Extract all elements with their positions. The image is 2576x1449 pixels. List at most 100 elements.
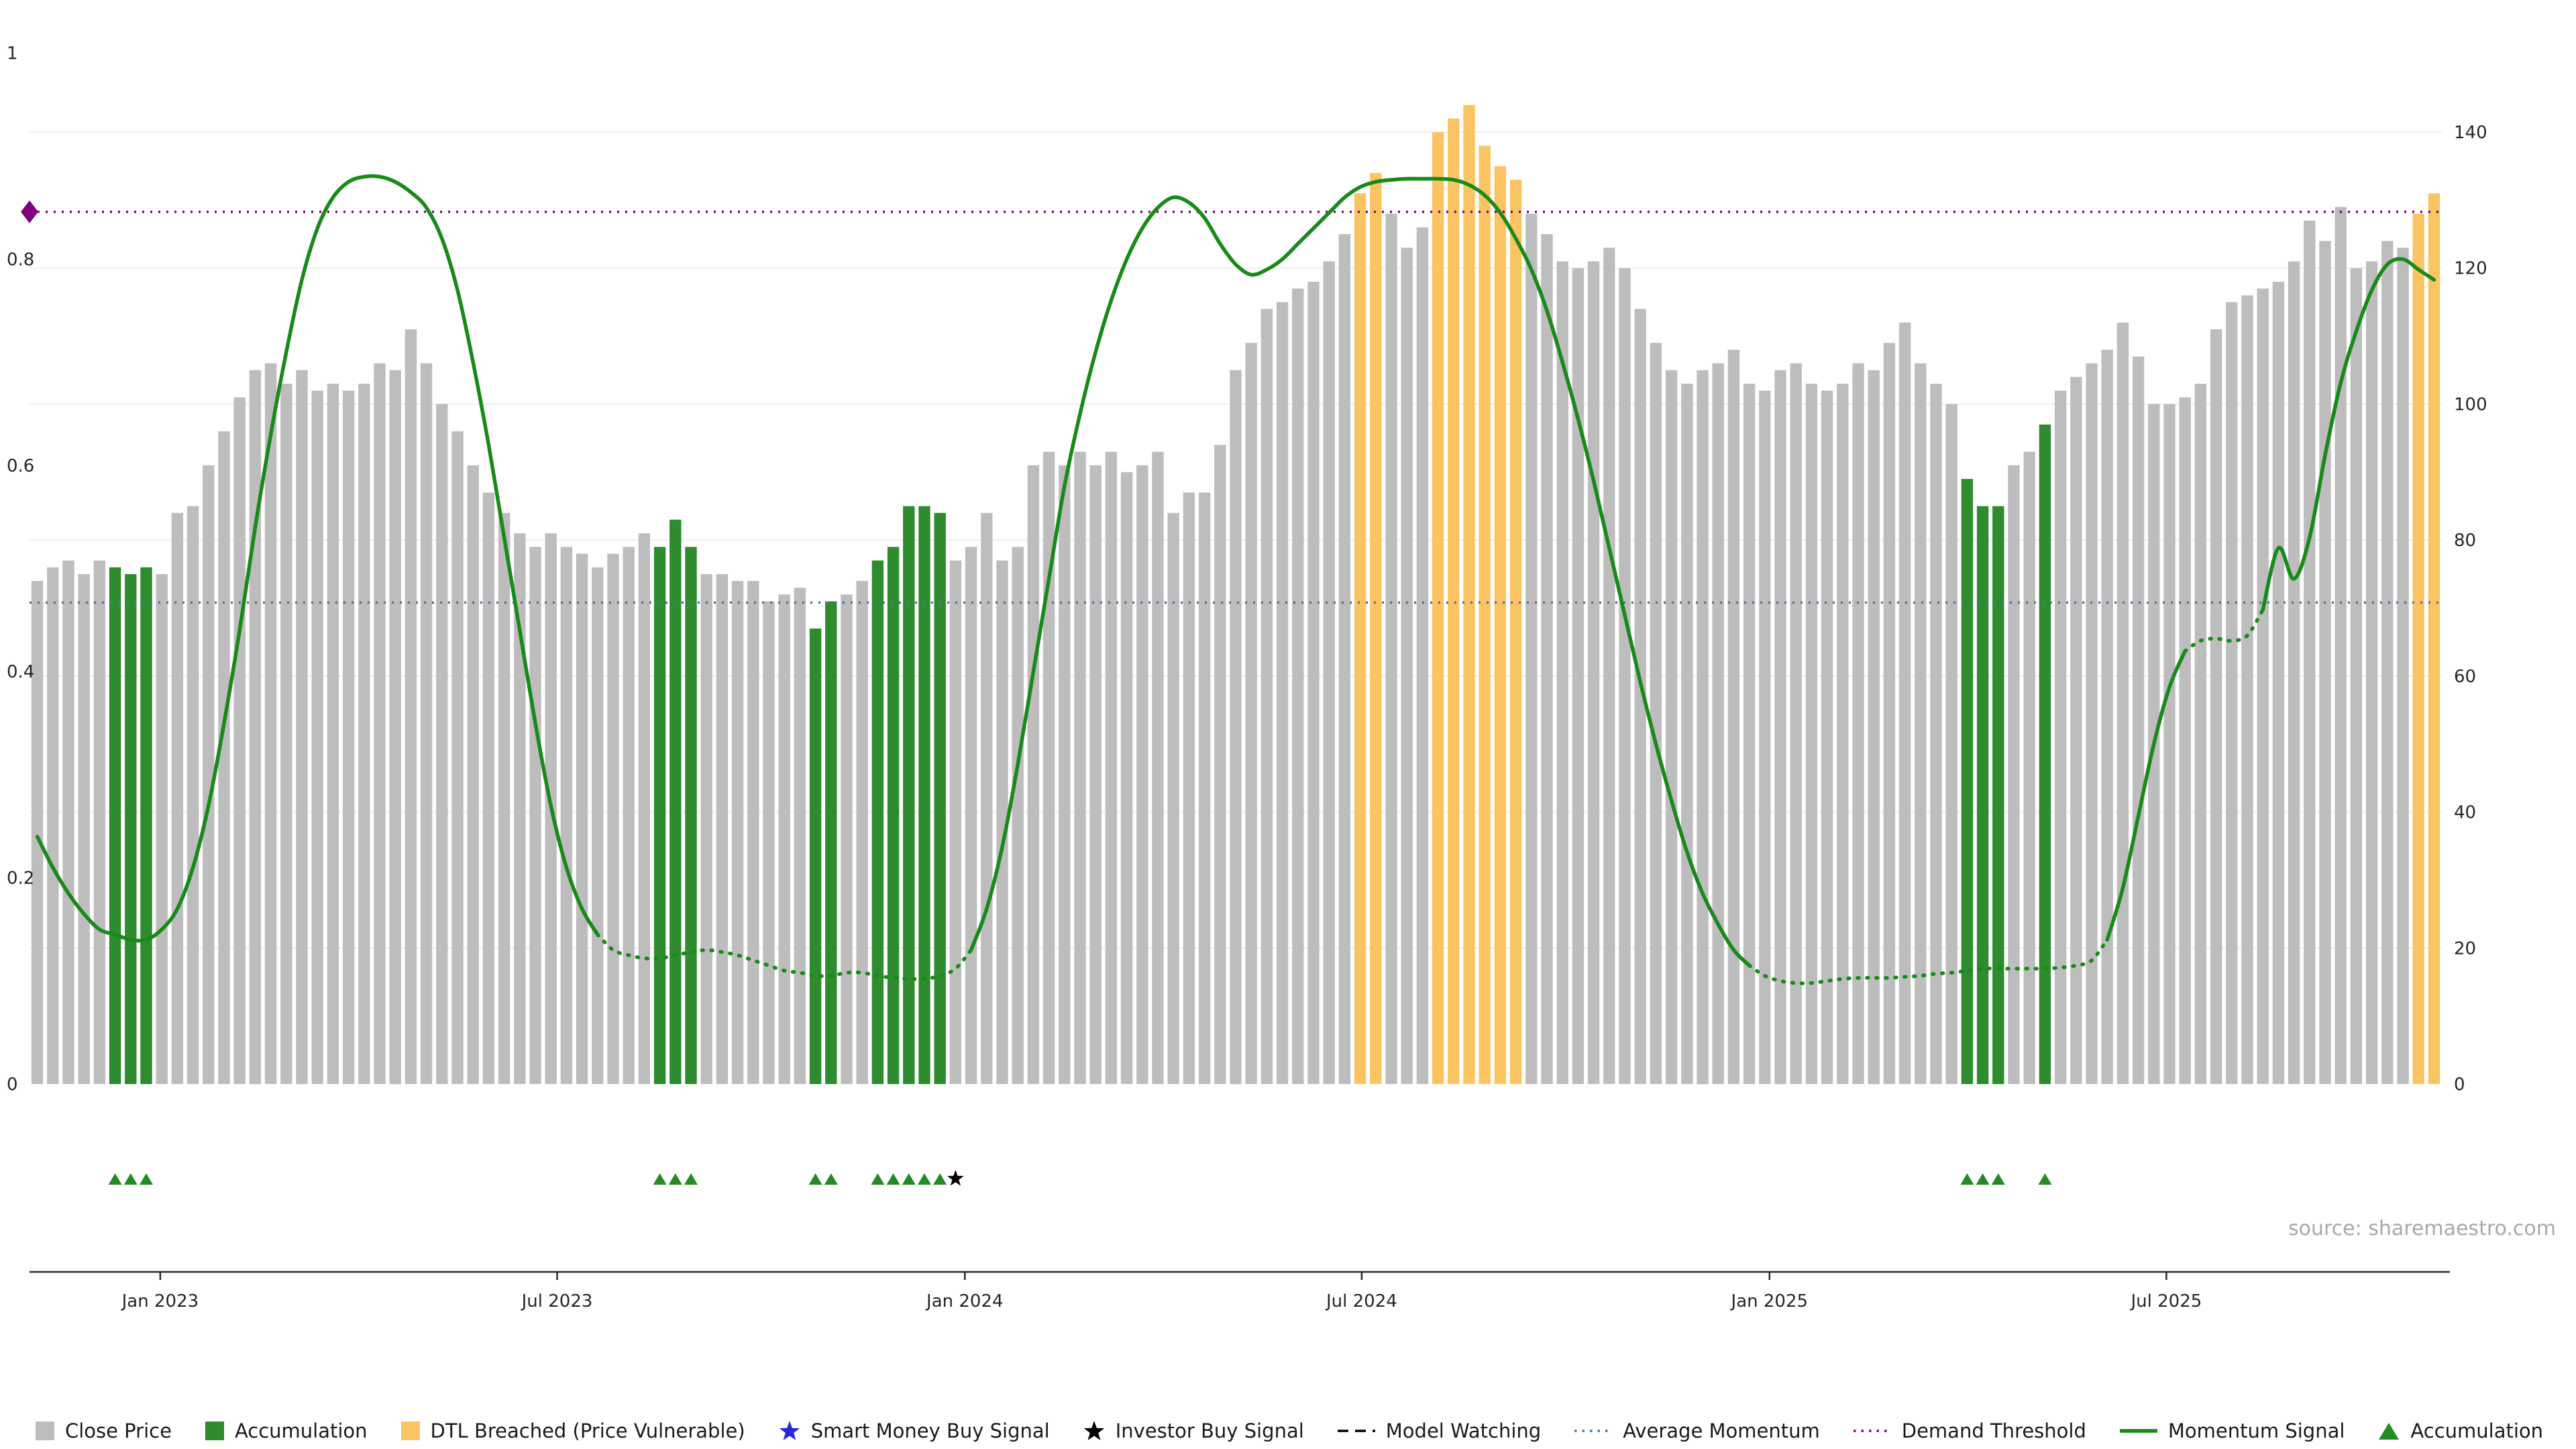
price-bar [1042,451,1055,1084]
price-bar [233,397,246,1084]
price-bar [1619,268,1631,1085]
price-bar [2086,363,2098,1084]
price-bar [1587,261,1600,1085]
price-bar [171,513,184,1084]
accumulation-bar [903,506,915,1084]
legend-label: Model Watching [1385,1419,1542,1442]
accumulation-bar [871,560,884,1084]
price-bar [31,581,44,1084]
price-bar [1898,322,1911,1084]
price-bar [358,384,370,1084]
price-bar [1930,384,1942,1084]
momentum-segment [969,176,1752,967]
price-bar [1074,451,1086,1084]
price-bar [1821,390,1833,1085]
price-bar [1323,261,1335,1085]
price-bar [186,506,199,1084]
price-bar [62,560,74,1084]
chart-legend: Close Price Accumulation DTL Breached (Pri… [0,1418,2576,1444]
right-tick-label: 120 [2454,259,2487,279]
legend-average-momentum: Average Momentum [1572,1419,1820,1443]
price-bar [514,533,526,1084]
price-bar [342,390,355,1085]
price-bar [1136,465,1148,1084]
accumulation-triangle-marker [653,1173,667,1185]
price-bar [2070,376,2082,1084]
price-bar [2304,220,2316,1084]
x-tick-label: Jul 2023 [521,1291,593,1311]
legend-label: Smart Money Buy Signal [810,1419,1050,1442]
price-bar [389,370,401,1085]
price-bar [1338,234,1351,1084]
right-tick-label: 60 [2454,667,2476,687]
right-tick-label: 20 [2454,938,2476,959]
price-bar [981,513,993,1084]
price-bar [1837,384,1849,1084]
price-bar [2334,207,2347,1084]
price-bar [1868,370,1880,1085]
x-tick-label: Jan 2024 [925,1291,1004,1311]
price-momentum-chart: Jan 2023 Jul 2023 Jan 2024 Jul 2024 Jan 2025… [7,44,2487,1311]
price-bar [1712,363,1724,1084]
accumulation-bar [1961,478,1974,1084]
left-tick-label: 0.6 [7,456,34,476]
dtl-breached-bar [1479,146,1491,1084]
price-bar [2116,322,2129,1084]
accumulation-triangle-marker [2038,1173,2052,1185]
price-bar [731,581,744,1084]
accumulation-icon [203,1419,227,1443]
left-axis-labels: 0 0.2 0.4 0.6 0.8 1 [7,44,34,1095]
right-tick-label: 140 [2454,123,2487,143]
accumulation-triangle-marker [123,1173,138,1185]
right-tick-label: 40 [2454,803,2476,823]
legend-accumulation-marker: Accumulation [2375,1419,2543,1443]
accumulation-bar [109,567,121,1084]
left-tick-label: 0.8 [7,250,34,270]
dtl-breached-bar [1354,193,1366,1085]
legend-investor-buy-signal: Investor Buy Signal [1081,1418,1304,1444]
price-bar [1307,282,1320,1084]
accumulation-triangle-marker [918,1173,931,1185]
price-bar [1292,288,1304,1085]
price-bar [716,574,729,1084]
accumulation-triangle-marker [824,1173,838,1185]
legend-smart-money-buy-signal: Smart Money Buy Signal [776,1418,1050,1444]
accumulation-marker-icon [2375,1419,2402,1443]
accumulation-triangle-marker [140,1173,153,1185]
right-tick-label: 0 [2454,1075,2465,1095]
momentum-watching-segment [596,932,973,981]
price-bar [638,533,651,1084]
price-bar [1697,370,1709,1085]
bars-layer [31,105,2440,1085]
left-tick-label: 1 [7,44,18,64]
source-attribution: source: sharemaestro.com [2288,1217,2556,1240]
price-bar [47,567,59,1084]
momentum-watching-segment [2183,608,2265,653]
price-bar [1743,384,1756,1084]
price-bar [2008,465,2020,1084]
price-bar [1276,302,1289,1084]
price-bar [1089,465,1102,1084]
price-bar [1603,248,1615,1084]
investor-buy-signal-icon [1081,1418,1108,1444]
price-bar [1245,343,1257,1085]
price-bar [1572,268,1585,1085]
price-bar [856,581,868,1084]
price-bar [405,329,417,1084]
price-bar [2210,329,2222,1084]
dtl-breached-icon [398,1419,423,1443]
price-bar [2023,451,2035,1084]
price-bar [374,363,386,1084]
momentum-signal-line [35,174,2436,985]
price-bar [1167,513,1179,1084]
price-bar [1059,465,1071,1084]
price-bar [1774,370,1786,1085]
price-bar [264,363,277,1084]
legend-label: Demand Threshold [1901,1419,2086,1442]
price-bar [747,581,759,1084]
momentum-signal-icon [2117,1419,2160,1443]
accumulation-triangle-marker [886,1173,900,1185]
price-bar [2365,261,2378,1085]
price-bar [280,384,292,1084]
price-bar [996,560,1008,1084]
